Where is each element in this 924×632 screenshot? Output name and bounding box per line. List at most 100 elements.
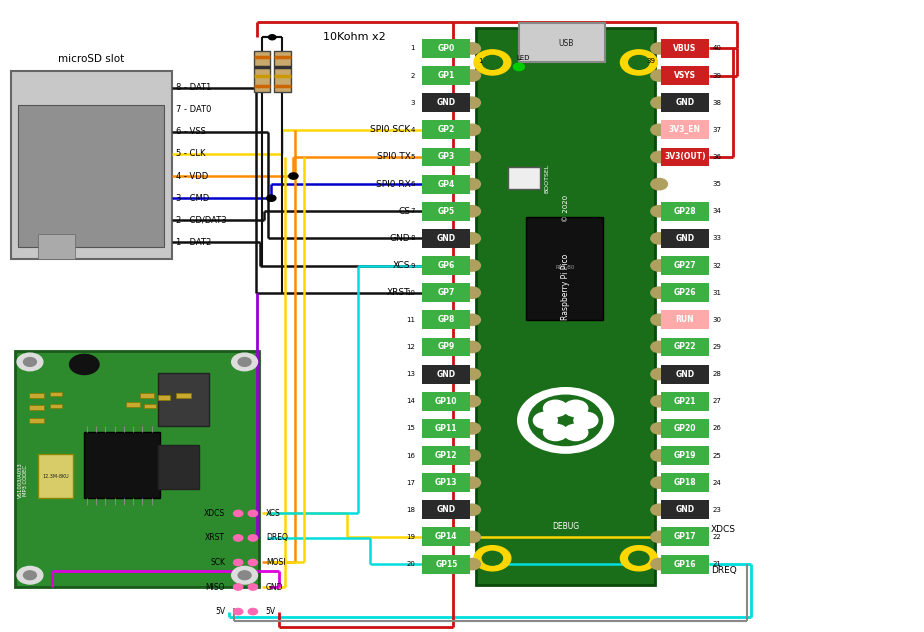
Circle shape: [650, 450, 667, 461]
Bar: [422, 256, 470, 275]
Text: GP12: GP12: [435, 451, 457, 460]
Text: SCK: SCK: [211, 558, 225, 567]
Text: 5: 5: [410, 154, 415, 160]
Text: 23: 23: [712, 507, 722, 513]
Text: 3: 3: [410, 100, 415, 106]
Circle shape: [249, 535, 258, 541]
Circle shape: [474, 50, 511, 75]
Text: LED: LED: [517, 55, 530, 61]
Text: GND: GND: [675, 234, 695, 243]
Circle shape: [620, 545, 657, 571]
Text: MISO: MISO: [206, 583, 225, 592]
Bar: [661, 337, 709, 356]
Text: 32: 32: [712, 262, 722, 269]
Circle shape: [249, 609, 258, 615]
Text: 37: 37: [712, 127, 722, 133]
Bar: [126, 402, 140, 407]
Circle shape: [232, 353, 258, 371]
Bar: [140, 392, 154, 398]
Text: 27: 27: [712, 398, 722, 404]
Text: 33: 33: [712, 235, 722, 241]
Text: 26: 26: [712, 425, 722, 432]
Text: 1: 1: [479, 58, 482, 64]
Text: XRST: XRST: [387, 288, 410, 297]
Text: 35: 35: [712, 181, 722, 187]
Bar: [661, 229, 709, 248]
Circle shape: [289, 173, 298, 179]
Text: GND: GND: [437, 98, 456, 107]
Text: 5V: 5V: [215, 607, 225, 616]
Circle shape: [514, 63, 525, 71]
Text: GP8: GP8: [438, 315, 455, 324]
Bar: [661, 121, 709, 139]
Bar: [18, 105, 164, 246]
Text: 6: 6: [410, 181, 415, 187]
Circle shape: [464, 124, 480, 135]
Text: GP17: GP17: [674, 532, 697, 542]
Bar: [422, 94, 470, 112]
Bar: [422, 121, 470, 139]
Circle shape: [234, 584, 243, 590]
Text: 30: 30: [712, 317, 722, 323]
Circle shape: [650, 151, 667, 162]
Circle shape: [234, 559, 243, 566]
Text: 1: 1: [410, 46, 415, 51]
Text: 20: 20: [407, 561, 415, 567]
Bar: [661, 392, 709, 411]
Circle shape: [17, 353, 43, 371]
Circle shape: [650, 504, 667, 516]
Circle shape: [464, 368, 480, 380]
Text: 31: 31: [712, 289, 722, 296]
Circle shape: [464, 205, 480, 217]
Text: GND: GND: [437, 506, 456, 514]
Circle shape: [650, 233, 667, 244]
Bar: [422, 446, 470, 465]
Text: XDCS: XDCS: [711, 525, 736, 534]
Bar: [38, 454, 73, 499]
Circle shape: [249, 559, 258, 566]
Text: GP1: GP1: [438, 71, 455, 80]
Bar: [422, 39, 470, 58]
Bar: [661, 419, 709, 438]
Text: 5 - CLK: 5 - CLK: [176, 149, 206, 159]
Bar: [38, 234, 75, 259]
Text: 2: 2: [410, 73, 415, 78]
Text: GP19: GP19: [674, 451, 696, 460]
Text: RUN: RUN: [675, 315, 694, 324]
Circle shape: [238, 571, 251, 580]
Text: 25: 25: [712, 453, 722, 458]
Text: GP22: GP22: [674, 343, 696, 351]
Bar: [10, 71, 172, 259]
Circle shape: [650, 97, 667, 108]
Bar: [508, 167, 540, 190]
Text: GP20: GP20: [674, 424, 696, 433]
Bar: [661, 256, 709, 275]
Text: GP18: GP18: [674, 478, 697, 487]
Text: GP9: GP9: [438, 343, 455, 351]
Text: 34: 34: [712, 209, 722, 214]
Circle shape: [650, 178, 667, 190]
Bar: [661, 555, 709, 573]
Bar: [29, 392, 43, 398]
Bar: [661, 446, 709, 465]
Text: DEBUG: DEBUG: [552, 521, 579, 531]
Bar: [661, 473, 709, 492]
Text: 29: 29: [712, 344, 722, 350]
Circle shape: [464, 70, 480, 82]
Bar: [661, 528, 709, 547]
Text: GP4: GP4: [438, 179, 455, 188]
Text: 7 - DAT0: 7 - DAT0: [176, 105, 212, 114]
Text: GP16: GP16: [674, 559, 696, 569]
Circle shape: [23, 571, 36, 580]
Bar: [422, 202, 470, 221]
Circle shape: [628, 56, 649, 70]
Bar: [29, 405, 43, 410]
Circle shape: [464, 233, 480, 244]
Bar: [661, 283, 709, 302]
Circle shape: [517, 387, 614, 453]
Circle shape: [650, 43, 667, 54]
Text: GND: GND: [675, 370, 695, 379]
Text: XRST: XRST: [205, 533, 225, 542]
Bar: [50, 391, 62, 396]
Circle shape: [650, 477, 667, 489]
